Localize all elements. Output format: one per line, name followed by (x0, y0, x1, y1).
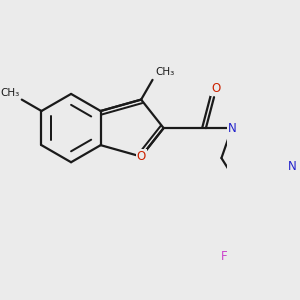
Text: CH₃: CH₃ (156, 68, 175, 77)
Text: F: F (221, 250, 227, 263)
Text: O: O (211, 82, 220, 95)
Text: O: O (136, 150, 146, 163)
Text: N: N (228, 122, 236, 135)
Text: N: N (288, 160, 297, 172)
Text: CH₃: CH₃ (0, 88, 19, 98)
